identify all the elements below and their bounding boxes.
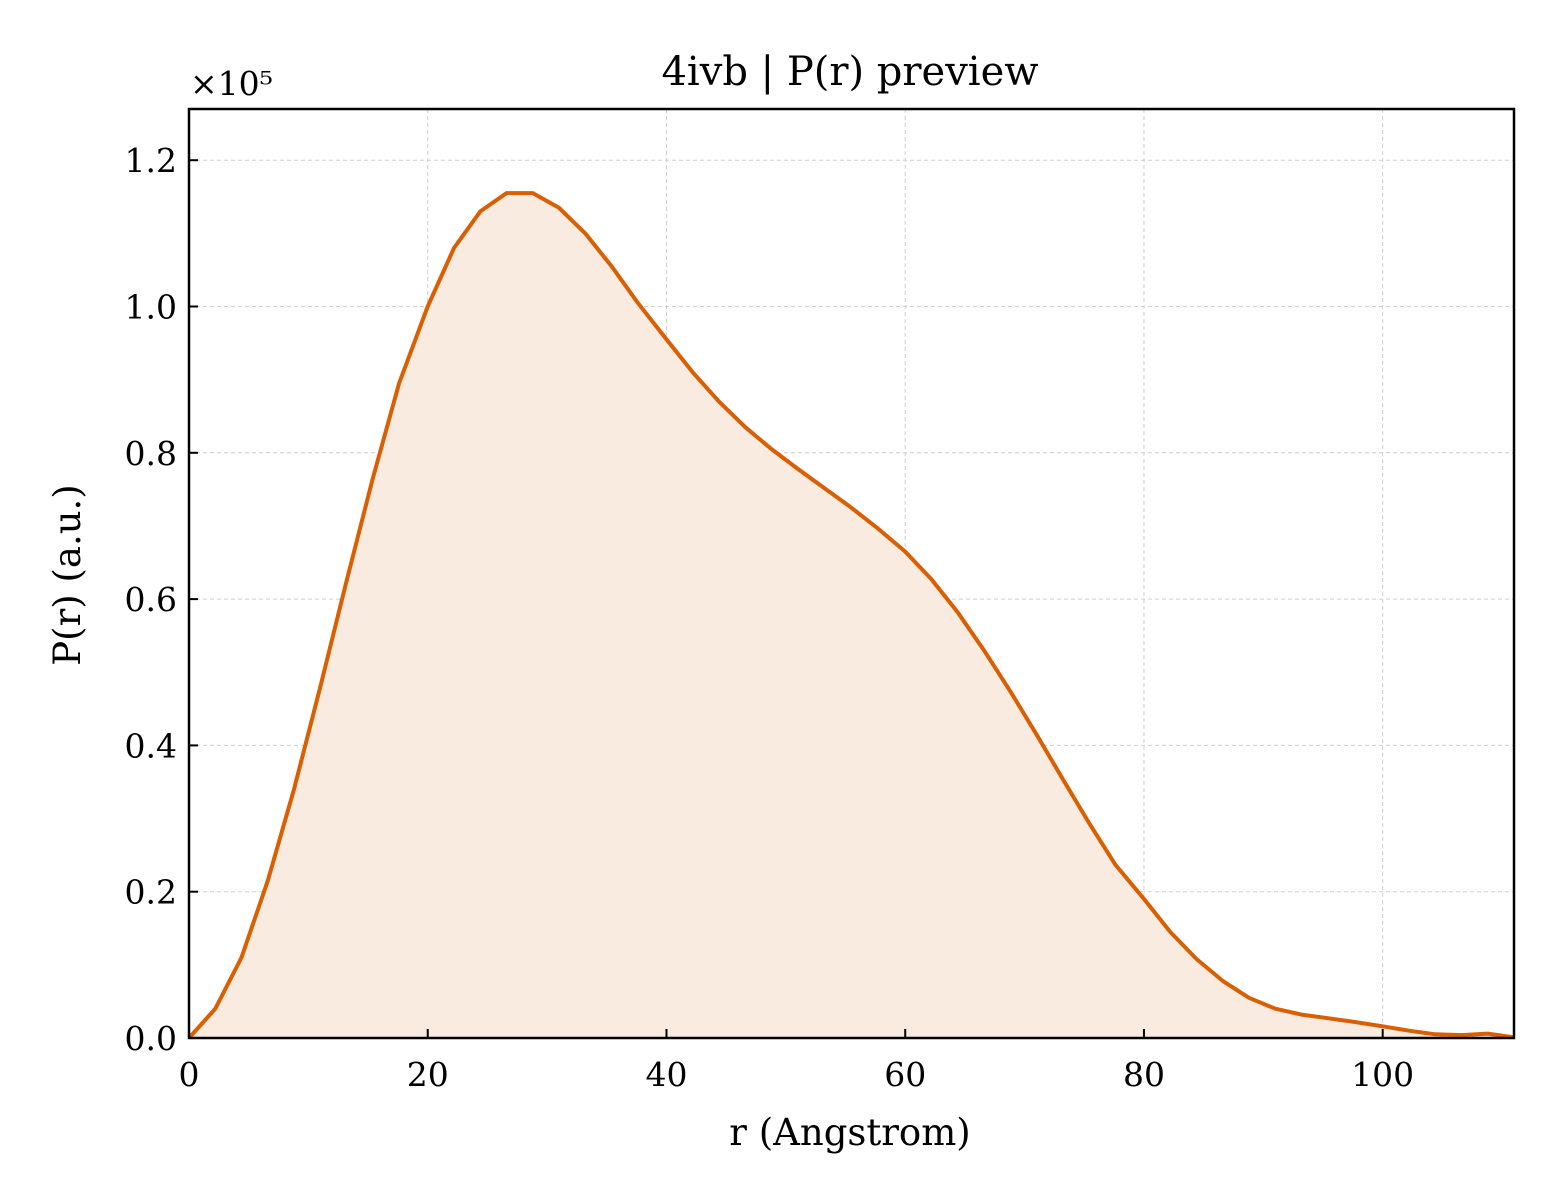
x-tick-label: 60 bbox=[884, 1055, 926, 1094]
plot-frame bbox=[187, 107, 1516, 1040]
pr-area-fill bbox=[189, 193, 1514, 1039]
x-axis-ticks: 0 20 40 60 80 100 bbox=[179, 1029, 1414, 1094]
y-tick-label: 0.0 bbox=[125, 1019, 177, 1058]
x-tick-label: 20 bbox=[407, 1055, 449, 1094]
chart-title: 4ivb | P(r) preview bbox=[661, 49, 1038, 95]
y-axis-ticks: 0.0 0.2 0.4 0.6 0.8 1.0 1.2 bbox=[125, 141, 198, 1058]
y-tick-label: 0.8 bbox=[125, 434, 177, 473]
y-tick-label: 1.0 bbox=[125, 288, 177, 327]
x-tick-label: 0 bbox=[179, 1055, 200, 1094]
x-tick-label: 80 bbox=[1123, 1055, 1165, 1094]
x-tick-label: 40 bbox=[645, 1055, 687, 1094]
y-tick-label: 0.4 bbox=[125, 726, 177, 765]
y-tick-label: 1.2 bbox=[125, 141, 177, 180]
y-axis-label: P(r) (a.u.) bbox=[46, 484, 89, 666]
x-axis-label: r (Angstrom) bbox=[729, 1111, 970, 1154]
pr-curve-line bbox=[187, 191, 1515, 1040]
y-tick-label: 0.6 bbox=[125, 580, 177, 619]
x-tick-label: 100 bbox=[1351, 1055, 1414, 1094]
y-tick-label: 0.2 bbox=[125, 873, 177, 912]
y-axis-offset-label: ×10⁵ bbox=[190, 64, 273, 103]
